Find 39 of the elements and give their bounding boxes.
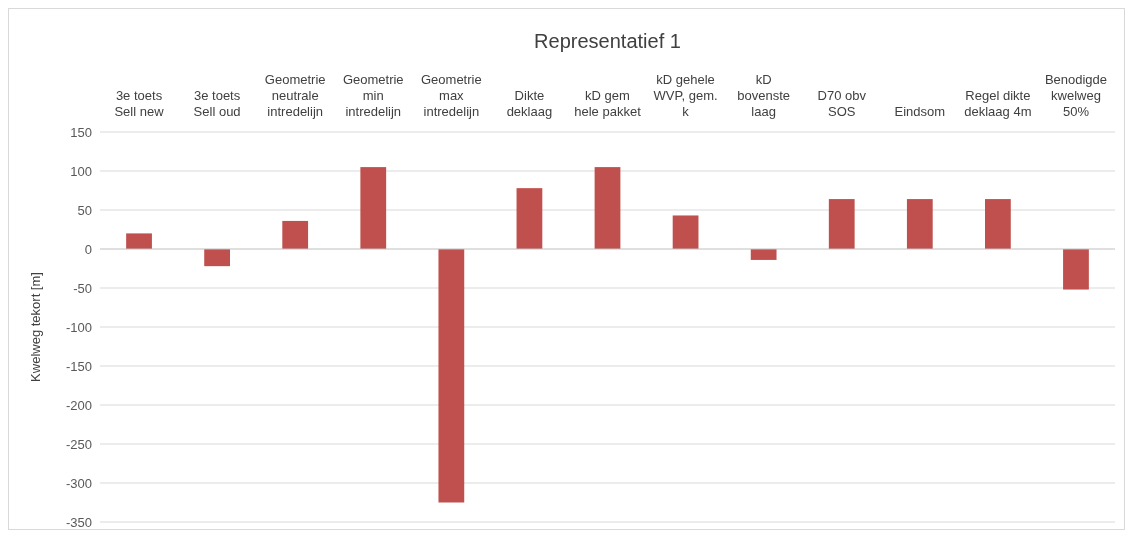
y-tick-label: -300 bbox=[65, 475, 92, 491]
bar bbox=[594, 167, 621, 249]
y-tick-label: -350 bbox=[65, 514, 92, 530]
bar bbox=[1063, 249, 1089, 290]
bar bbox=[516, 188, 543, 249]
y-axis-title: Kwelweg tekort [m] bbox=[28, 272, 43, 382]
x-tick-label: Dikte deklaag bbox=[506, 88, 553, 119]
bar bbox=[126, 233, 152, 249]
x-tick-label: 3e toets Sell new bbox=[114, 88, 165, 119]
y-tick-label: -100 bbox=[65, 319, 92, 335]
x-tick-label: Benodigde kwelweg 50% bbox=[1044, 72, 1108, 119]
x-tick-label: D70 obv SOS bbox=[817, 88, 867, 119]
bar bbox=[204, 249, 230, 267]
y-tick-label: -150 bbox=[65, 358, 92, 374]
x-tick-label: kD gehele WVP, gem. k bbox=[653, 72, 718, 119]
x-tick-label: Geometrie max intredelijn bbox=[420, 72, 482, 119]
x-tick-label: Eindsom bbox=[894, 104, 946, 119]
bar bbox=[750, 249, 777, 260]
x-tick-label: Geometrie min intredelijn bbox=[342, 72, 404, 119]
y-tick-label: 100 bbox=[70, 163, 92, 179]
bar bbox=[906, 199, 933, 249]
x-tick-label: Geometrie neutrale intredelijn bbox=[264, 72, 326, 119]
y-tick-label: -200 bbox=[65, 397, 92, 413]
x-tick-label: 3e toets Sell oud bbox=[193, 88, 241, 119]
bar bbox=[828, 199, 855, 249]
x-tick-label: kD gem hele pakket bbox=[574, 88, 642, 119]
y-tick-label: -50 bbox=[73, 280, 92, 296]
chart-title: Representatief 1 bbox=[534, 30, 681, 52]
x-tick-label: kD bovenste laag bbox=[737, 72, 791, 119]
y-tick-label: 50 bbox=[77, 202, 92, 218]
bar bbox=[672, 215, 699, 249]
bar bbox=[282, 220, 309, 249]
y-tick-label: -250 bbox=[65, 436, 92, 452]
x-tick-label: Regel dikte deklaag 4m bbox=[964, 88, 1032, 119]
y-tick-label: 0 bbox=[84, 241, 92, 257]
bar bbox=[438, 249, 465, 503]
bar bbox=[985, 199, 1011, 249]
y-tick-label: 150 bbox=[70, 124, 92, 140]
bar bbox=[360, 167, 387, 249]
